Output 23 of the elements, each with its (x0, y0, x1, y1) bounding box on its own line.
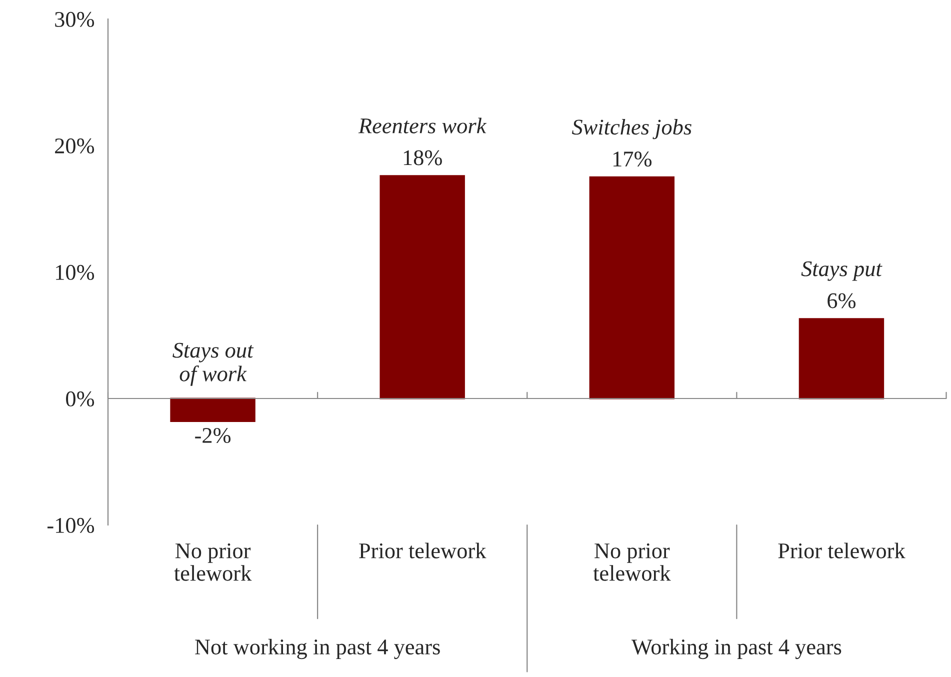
data-label: -2% (195, 428, 231, 444)
text: Not working in past 4 years (195, 638, 440, 660)
y-tick-label: 20% (55, 138, 94, 154)
x-tick-label: Prior telework (359, 542, 486, 558)
annotation: Stays put (801, 261, 882, 281)
x-tick-label: No prior telework (174, 543, 252, 581)
x-tick-label: No prior telework (593, 543, 671, 581)
text: Working in past 4 years (631, 638, 842, 660)
annotation: Switches jobs (572, 119, 692, 140)
x-tick-label: Prior telework (778, 542, 906, 558)
y-tick-label: -10% (48, 518, 94, 533)
bar (170, 398, 256, 422)
annotation: Stays out of work (172, 342, 254, 386)
data-label: 17% (613, 152, 652, 167)
data-label: 6% (828, 293, 856, 308)
bar (798, 318, 884, 400)
y-tick-label: 30% (55, 12, 94, 27)
bar (589, 176, 675, 400)
y-tick-label: 10% (56, 264, 94, 280)
y-tick-label: 0% (66, 391, 94, 406)
annotation: Reenters work (358, 118, 487, 134)
bar (380, 175, 465, 400)
data-label: 18% (404, 150, 442, 166)
